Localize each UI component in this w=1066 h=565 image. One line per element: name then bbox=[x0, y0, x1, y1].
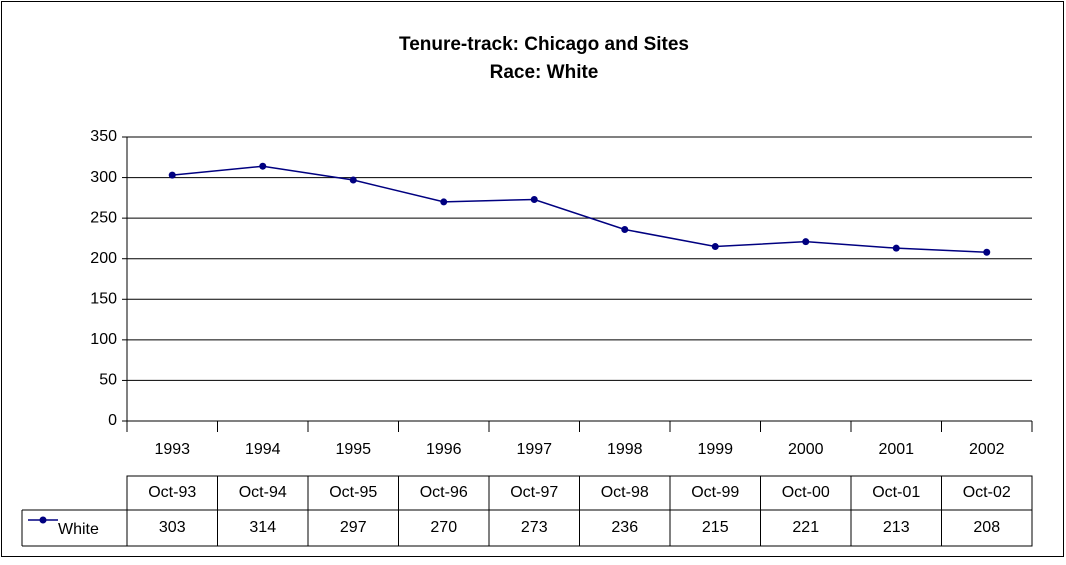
table-header: Oct-99 bbox=[691, 484, 739, 501]
chart-title: Tenure-track: Chicago and Sites bbox=[399, 34, 689, 55]
table-cell: 213 bbox=[883, 519, 910, 536]
legend-label: White bbox=[58, 521, 99, 538]
table-header: Oct-01 bbox=[872, 484, 920, 501]
data-point bbox=[530, 195, 538, 203]
table-header: Oct-97 bbox=[510, 484, 558, 501]
y-tick-label: 50 bbox=[99, 372, 117, 389]
chart-subtitle: Race: White bbox=[490, 62, 599, 83]
table-cell: 221 bbox=[792, 519, 819, 536]
data-point bbox=[802, 238, 810, 246]
table-header: Oct-95 bbox=[329, 484, 377, 501]
x-tick-label: 1998 bbox=[607, 441, 643, 458]
x-tick-label: 1995 bbox=[335, 441, 371, 458]
table-header: Oct-96 bbox=[420, 484, 468, 501]
table-cell: 215 bbox=[702, 519, 729, 536]
y-tick-label: 350 bbox=[90, 128, 117, 145]
table-header: Oct-02 bbox=[963, 484, 1011, 501]
x-tick-label: 2000 bbox=[788, 441, 824, 458]
table-cell: 314 bbox=[249, 519, 276, 536]
data-line bbox=[172, 165, 987, 253]
y-tick-label: 100 bbox=[90, 331, 117, 348]
table-cell: 303 bbox=[159, 519, 186, 536]
x-tick-label: 2001 bbox=[878, 441, 914, 458]
legend-marker bbox=[39, 516, 47, 524]
x-tick-label: 1999 bbox=[697, 441, 733, 458]
table-cell: 270 bbox=[430, 519, 457, 536]
table-header: Oct-00 bbox=[782, 484, 830, 501]
y-tick-label: 150 bbox=[90, 291, 117, 308]
y-tick-label: 200 bbox=[90, 250, 117, 267]
y-tick-label: 300 bbox=[90, 169, 117, 186]
data-point bbox=[892, 244, 900, 252]
data-point bbox=[711, 243, 719, 251]
table-cell: 297 bbox=[340, 519, 367, 536]
table-cell: 208 bbox=[973, 519, 1000, 536]
x-tick-label: 1993 bbox=[154, 441, 190, 458]
table-header: Oct-98 bbox=[601, 484, 649, 501]
x-tick-label: 1996 bbox=[426, 441, 462, 458]
table-cell: 273 bbox=[521, 519, 548, 536]
data-point bbox=[440, 198, 448, 206]
data-point bbox=[349, 176, 357, 184]
x-tick-label: 1997 bbox=[516, 441, 552, 458]
table-header: Oct-93 bbox=[148, 484, 196, 501]
data-point bbox=[168, 171, 176, 179]
x-tick-label: 1994 bbox=[245, 441, 281, 458]
y-tick-label: 0 bbox=[108, 412, 117, 429]
y-tick-label: 250 bbox=[90, 209, 117, 226]
x-tick-label: 2002 bbox=[969, 441, 1005, 458]
table-header: Oct-94 bbox=[239, 484, 287, 501]
data-point bbox=[983, 248, 991, 256]
data-point bbox=[621, 226, 629, 234]
data-point bbox=[259, 162, 267, 170]
table-cell: 236 bbox=[611, 519, 638, 536]
